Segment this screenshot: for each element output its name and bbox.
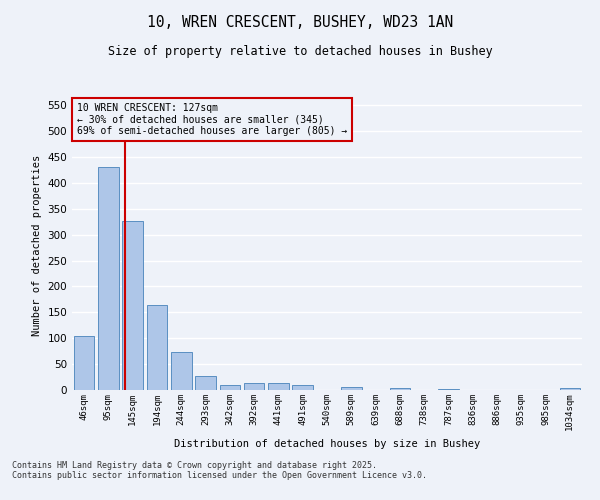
Bar [122, 220, 143, 390]
Bar [74, 336, 94, 390]
Bar [389, 388, 410, 390]
Bar [244, 384, 265, 390]
Bar [195, 376, 216, 390]
Bar [171, 352, 191, 390]
Bar [341, 388, 362, 390]
Text: 10 WREN CRESCENT: 127sqm
← 30% of detached houses are smaller (345)
69% of semi-: 10 WREN CRESCENT: 127sqm ← 30% of detach… [77, 103, 347, 136]
Bar [560, 388, 580, 390]
X-axis label: Distribution of detached houses by size in Bushey: Distribution of detached houses by size … [174, 438, 480, 448]
Bar [146, 304, 167, 390]
Text: 10, WREN CRESCENT, BUSHEY, WD23 1AN: 10, WREN CRESCENT, BUSHEY, WD23 1AN [147, 15, 453, 30]
Bar [292, 386, 313, 390]
Text: Size of property relative to detached houses in Bushey: Size of property relative to detached ho… [107, 45, 493, 58]
Bar [268, 384, 289, 390]
Text: Contains HM Land Registry data © Crown copyright and database right 2025.
Contai: Contains HM Land Registry data © Crown c… [12, 460, 427, 480]
Bar [220, 385, 240, 390]
Bar [98, 168, 119, 390]
Y-axis label: Number of detached properties: Number of detached properties [32, 154, 42, 336]
